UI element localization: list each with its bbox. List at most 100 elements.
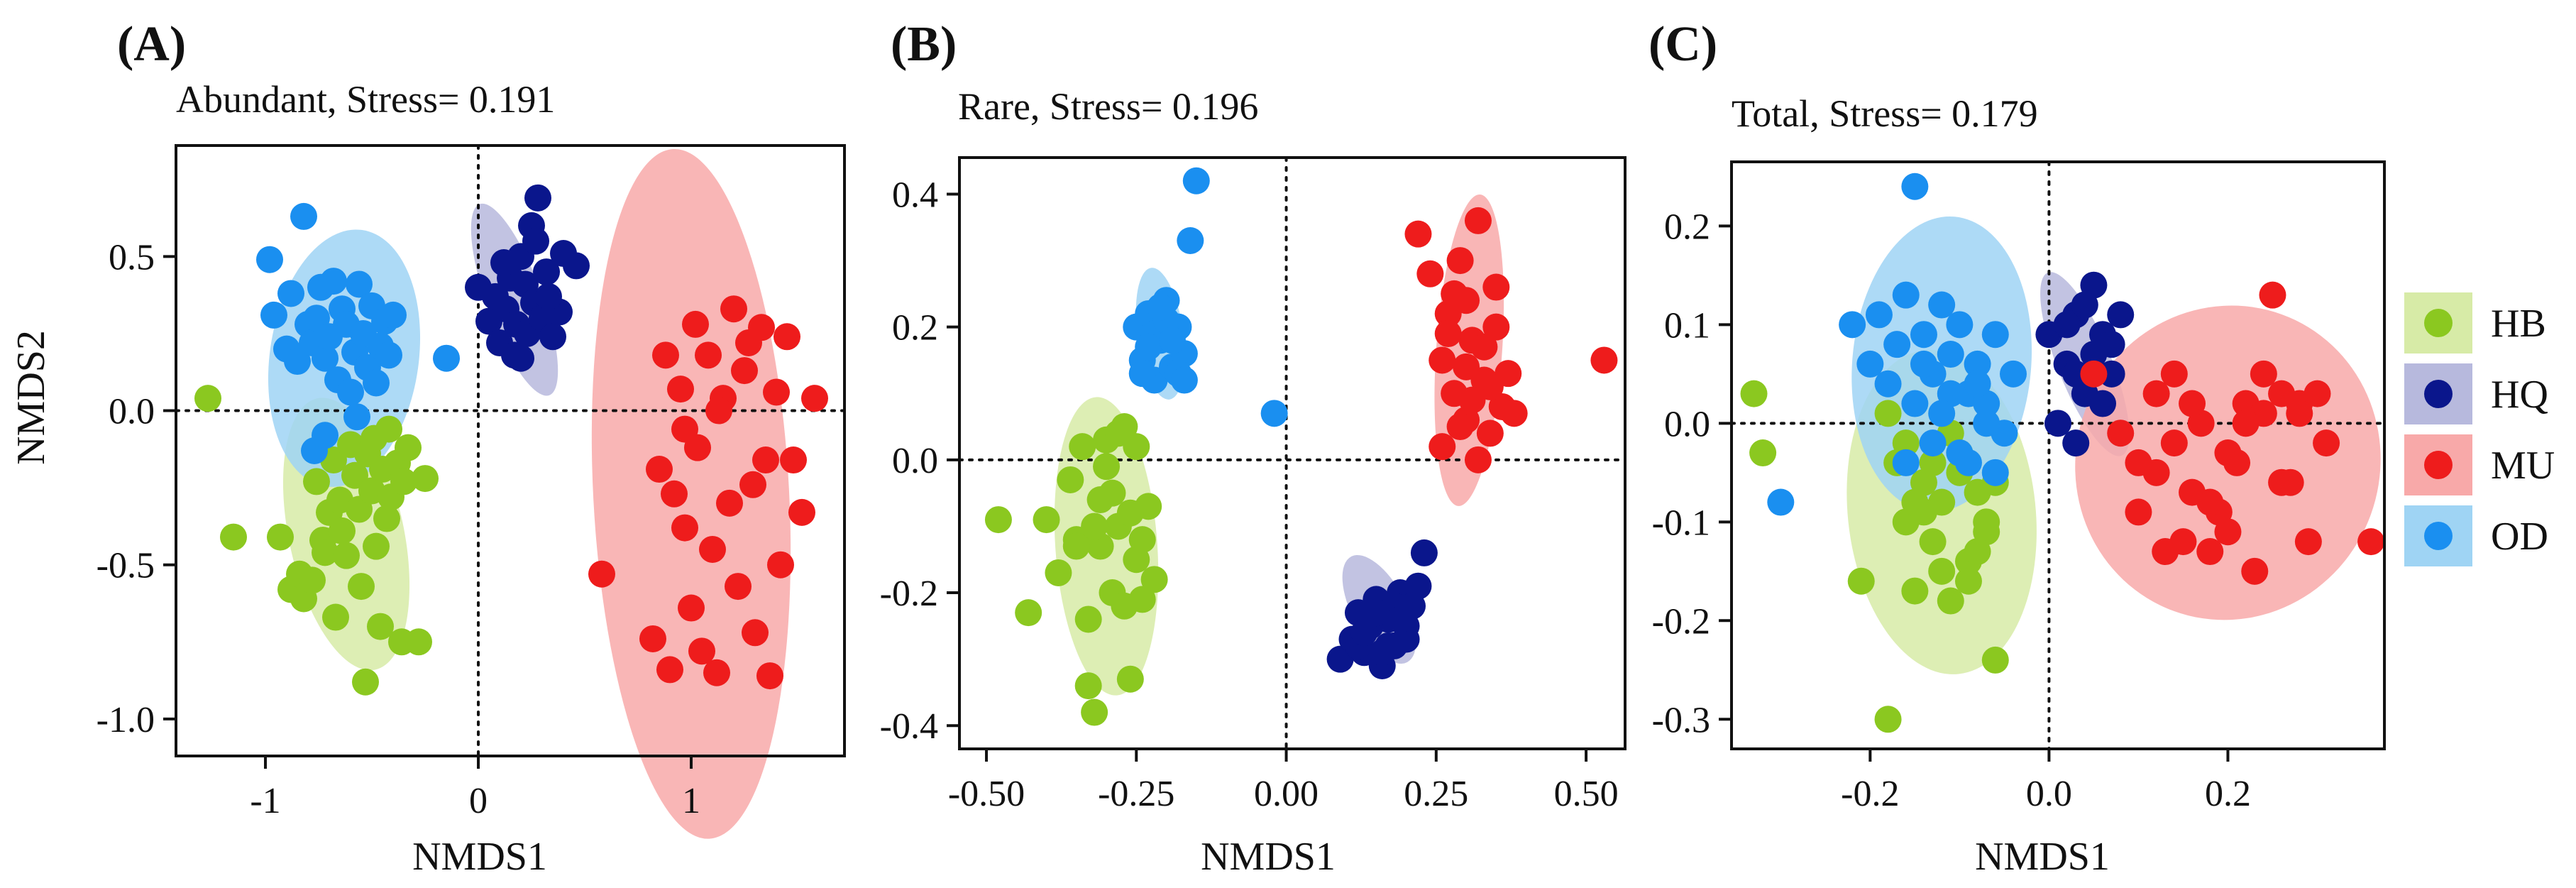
point-hb [1081,512,1108,540]
point-hb [1116,499,1144,527]
point-hb [194,385,221,412]
point-mu [646,456,673,483]
x-tick-label: -0.50 [948,774,1025,814]
legend-item-mu: MU [2404,434,2555,495]
point-hq [1375,632,1402,659]
point-hb [1074,672,1102,700]
point-hb [1901,577,1929,605]
point-mu [671,415,698,443]
point-mu [2107,420,2135,447]
x-tick-label: 0 [469,781,488,821]
point-mu [2294,528,2322,556]
point-od [284,348,311,376]
point-hb [352,668,379,696]
point-mu [703,659,730,686]
point-hq [2098,331,2125,358]
point-mu [2160,429,2188,457]
point-hb [1128,526,1156,554]
x-tick-label: -0.2 [1841,774,1899,814]
y-tick-label: 0.4 [892,175,938,215]
point-mu [1482,313,1510,341]
point-hb [1954,567,1982,595]
point-hb [1057,466,1084,493]
point-mu [671,514,698,542]
point-hb [1874,706,1902,733]
point-od [1839,311,1866,339]
point-hb [1074,605,1102,633]
point-od [380,301,407,329]
point-hb [1062,532,1090,560]
point-mu [2268,468,2296,496]
point-od [1135,333,1162,361]
y-tick-label: 0.5 [109,237,155,278]
point-mu [2232,410,2259,437]
point-hb [1099,479,1126,507]
point-hb [1928,557,1956,585]
point-mu [720,295,747,323]
point-hb [1973,508,2000,536]
point-hb [373,505,400,532]
point-hb [1964,538,1991,566]
panel-b-plot: -0.50 -0.25 0.00 0.25 0.50 0.4 0.2 0.0 -0.2 -0.4 [880,156,1626,814]
point-mu [801,385,828,412]
point-od [1182,167,1210,194]
point-od [346,270,373,298]
point-hb [299,566,326,594]
point-mu [1482,273,1510,301]
point-od [1964,350,1991,378]
point-mu [656,656,683,684]
x-tick-label: -0.25 [1098,774,1174,814]
point-od [256,246,283,273]
panel-c-title: Total, Stress= 0.179 [1732,92,2038,135]
point-mu [667,376,694,403]
point-mu [725,573,752,601]
legend-label-hq: HQ [2491,373,2548,417]
point-hb [1128,586,1156,613]
point-mu [1590,346,1618,374]
point-mu [688,637,715,665]
point-mu [2125,449,2152,476]
panel-b: (B) Rare, Stress= 0.196 -0.50 -0.25 0.00 0.… [880,17,1626,879]
point-hq [1387,605,1414,633]
point-mu [2160,360,2188,388]
point-od [1928,400,1956,427]
point-hq [522,227,549,255]
y-tick-label: -1.0 [97,700,155,740]
y-tick-label: -0.2 [880,574,938,614]
point-hb [367,613,394,640]
point-mu [639,625,666,652]
point-mu [731,357,758,385]
point-hb [363,532,390,560]
point-hb [395,434,422,461]
point-mu [2196,538,2224,566]
panel-b-title: Rare, Stress= 0.196 [958,85,1258,128]
point-mu [1416,260,1444,287]
point-mu [1464,207,1492,234]
legend: HB HQ MU OD [2404,292,2555,566]
point-mu [1429,433,1456,461]
point-hq [1410,539,1438,566]
point-hb [390,468,417,495]
point-hb [1919,449,1947,476]
point-hq [2062,429,2090,457]
x-tick-label: 0.0 [2026,774,2072,814]
legend-dot-hq [2424,380,2453,408]
point-mu [742,619,769,647]
point-hb [1892,429,1920,457]
point-hb [1937,587,1964,615]
point-mu [1404,220,1432,248]
panel-a-label: (A) [117,17,186,72]
point-hq [507,344,534,372]
point-hb [1069,433,1096,461]
point-mu [652,341,679,369]
point-od [320,268,347,295]
point-mu [1446,413,1474,441]
panel-b-xlabel: NMDS1 [1201,835,1336,879]
ellipse-mu [591,148,791,839]
point-hb [333,542,360,569]
point-hb [1740,380,1768,407]
point-mu [678,594,705,622]
point-mu [1429,346,1456,374]
plot-frame [958,156,1626,750]
